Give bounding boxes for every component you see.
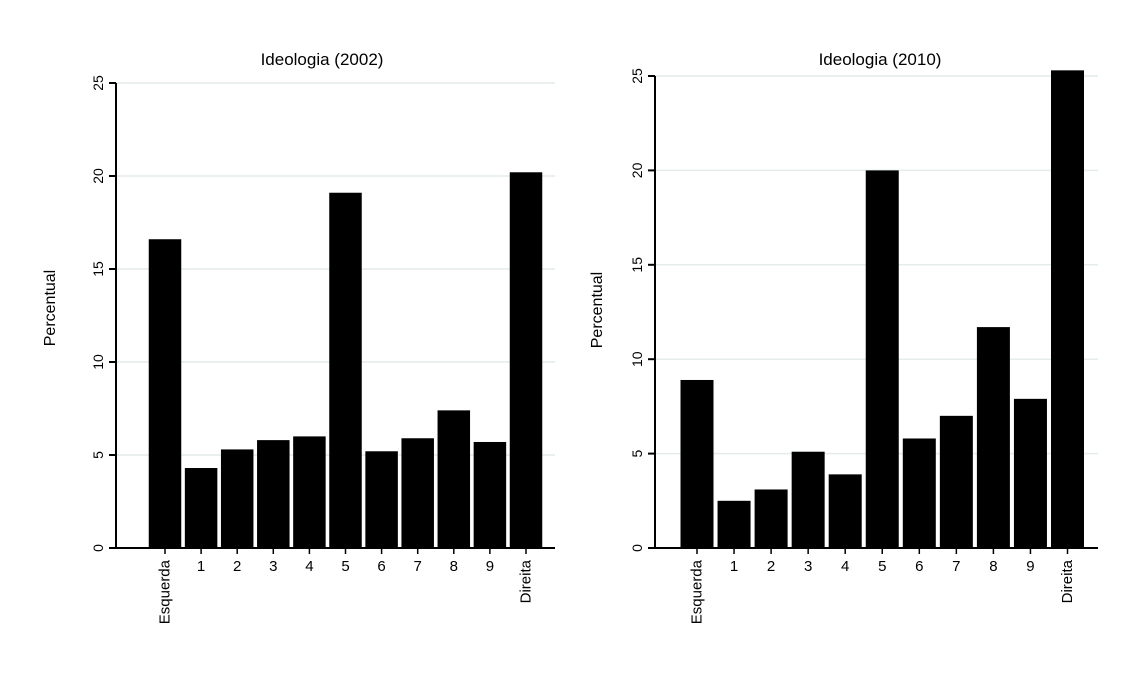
x-tick-label: Esquerda — [157, 559, 174, 624]
x-tick-label: 1 — [197, 558, 205, 575]
x-ticks: Esquerda 1 2 3 4 5 6 7 8 9 Direita — [157, 548, 535, 624]
chart-title: Ideologia (2002) — [261, 50, 384, 69]
bar-5 — [865, 170, 899, 548]
x-tick-label: 3 — [804, 558, 812, 575]
y-axis-label: Percentual — [42, 270, 59, 347]
x-tick-label: 9 — [1026, 558, 1034, 575]
x-tick-label: 5 — [341, 558, 349, 575]
x-ticks: Esquerda 1 2 3 4 5 6 7 8 9 Direita — [689, 548, 1076, 624]
y-ticks: 0 5 10 15 20 25 — [629, 68, 655, 552]
y-tick-label: 10 — [90, 354, 106, 370]
x-tick-label: 4 — [305, 558, 313, 575]
bar-9 — [1013, 398, 1047, 548]
x-tick-label: 8 — [450, 558, 458, 575]
x-tick-label: 9 — [486, 558, 494, 575]
x-tick-label: Esquerda — [689, 559, 706, 624]
bar-4 — [828, 474, 862, 548]
bar-8 — [437, 410, 471, 548]
bar-2 — [754, 489, 788, 548]
y-tick-label: 20 — [90, 168, 106, 184]
x-tick-label: 6 — [915, 558, 923, 575]
bar-6 — [902, 438, 936, 548]
axes — [654, 76, 1098, 549]
x-tick-label: 2 — [767, 558, 775, 575]
bar-8 — [976, 327, 1010, 548]
bar-7 — [939, 415, 973, 548]
bar-4 — [293, 436, 326, 548]
y-tick-label: 0 — [629, 544, 645, 552]
bars — [148, 172, 543, 549]
y-tick-label: 25 — [90, 75, 106, 91]
x-tick-label: 6 — [377, 558, 385, 575]
y-tick-label: 20 — [629, 162, 645, 178]
x-tick-label: 3 — [269, 558, 277, 575]
x-tick-label: Direita — [518, 559, 535, 603]
x-tick-label: 5 — [878, 558, 886, 575]
y-ticks: 0 5 10 15 20 25 — [90, 75, 116, 552]
bar-esquerda — [148, 239, 182, 549]
y-tick-label: 10 — [629, 351, 645, 367]
y-tick-label: 15 — [629, 257, 645, 273]
bar-2 — [220, 449, 254, 548]
x-tick-label: 4 — [841, 558, 849, 575]
bar-1 — [717, 500, 751, 548]
bar-6 — [365, 451, 398, 548]
bar-9 — [473, 441, 507, 548]
x-tick-label: Direita — [1059, 559, 1076, 603]
bar-1 — [184, 468, 218, 548]
y-tick-label: 0 — [90, 544, 106, 552]
x-tick-label: 8 — [989, 558, 997, 575]
y-tick-label: 15 — [90, 261, 106, 277]
axes — [115, 83, 555, 549]
x-tick-label: 7 — [952, 558, 960, 575]
y-tick-label: 5 — [629, 449, 645, 457]
y-tick-label: 5 — [90, 451, 106, 459]
x-tick-label: 2 — [233, 558, 241, 575]
bar-7 — [401, 438, 434, 548]
bar-direita — [1051, 70, 1084, 548]
x-tick-label: 7 — [414, 558, 422, 575]
bar-direita — [509, 172, 543, 548]
bars — [680, 70, 1084, 548]
bar-5 — [329, 192, 362, 549]
bar-3 — [791, 451, 825, 548]
x-tick-label: 1 — [730, 558, 738, 575]
y-tick-label: 25 — [629, 68, 645, 84]
y-axis-label: Percentual — [589, 272, 606, 349]
bar-3 — [257, 440, 290, 548]
chart-title: Ideologia (2010) — [819, 50, 942, 69]
bar-esquerda — [680, 379, 714, 548]
